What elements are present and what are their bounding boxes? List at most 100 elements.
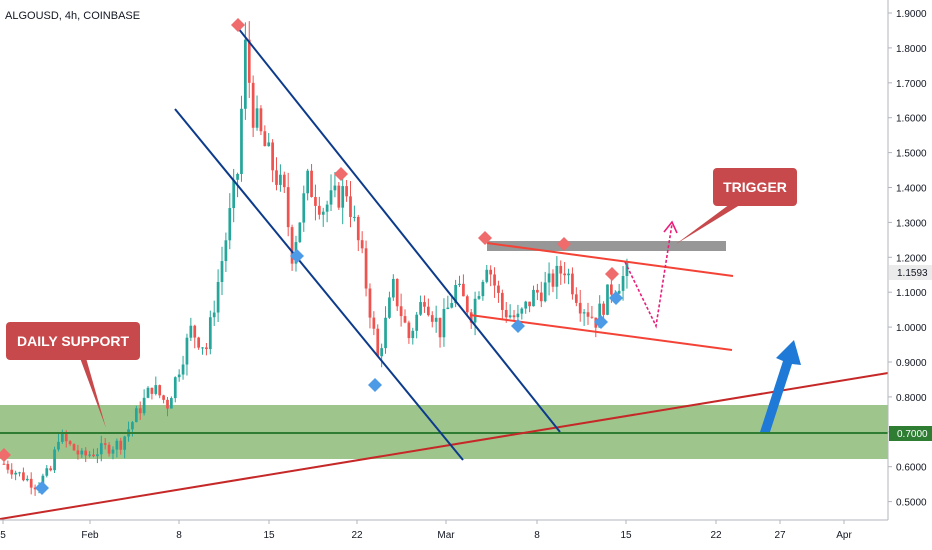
candle-body [240,108,243,174]
candle-body [415,314,419,331]
low-marker [35,481,49,495]
candle-body [520,308,524,314]
chart-title: ALGOUSD, 4h, COINBASE [5,10,140,22]
candle-body [14,472,17,475]
candle-body [430,315,434,322]
candle-body [497,285,500,293]
candle-body [555,265,559,287]
low-marker [368,378,382,392]
candle-body [384,317,387,349]
candle-body [29,478,33,488]
candle-body [602,303,605,315]
candle-body [559,265,563,274]
candle-body [216,281,220,313]
candle-body [582,312,586,314]
candle-body [224,240,228,262]
candle-body [243,39,247,109]
y-tick-label: 1.4000 [896,184,927,195]
candle-body [111,449,115,454]
candle-body [259,108,263,132]
trigger-label: TRIGGER [723,179,787,195]
candle-body [489,269,493,275]
candle-body [64,433,68,442]
candle-body [617,290,621,294]
candle-body [356,216,360,241]
support-price-tag: 0.7000 [889,426,932,441]
x-tick-label: Apr [836,530,852,541]
candle-body [458,283,461,286]
candle-body [189,325,193,338]
candle-body [532,289,535,307]
candle-body [45,468,49,476]
candle-body [255,108,259,128]
candle-body [610,284,613,295]
candle-body [41,475,45,486]
candle-body [376,328,380,357]
x-tick-label: 27 [774,530,786,541]
candle-body [485,269,489,282]
candle-body [96,454,99,457]
y-axis-ticks: 1.9000 1.8000 1.7000 1.6000 1.5000 1.4000 1.30… [888,9,927,509]
candle-body [578,302,582,314]
current-price-tag: 1.1593 [889,265,932,280]
high-marker [0,448,11,462]
candle-body [508,315,512,318]
candle-body [504,309,508,318]
candle-body [454,285,457,304]
candle-body [317,205,321,215]
candle-body [146,387,150,398]
candle-body [220,261,224,282]
y-tick-label: 0.8000 [896,393,927,404]
candle-body [267,142,271,147]
candle-body [92,454,95,457]
candle-body [391,278,395,298]
candle-body [158,385,162,396]
candle-body [368,288,372,318]
candle-body [477,296,481,299]
projected-path-arrowhead [663,220,678,234]
candle-body [107,444,111,454]
rising-trendline [0,372,889,520]
candle-body [427,306,430,316]
candle-body [411,330,415,339]
y-tick-label: 1.7000 [896,79,927,90]
high-marker [605,267,619,281]
candle-body [528,301,531,307]
candle-body [2,463,6,465]
x-tick-label: Mar [437,530,455,541]
candle-body [115,440,119,450]
y-tick-label: 1.6000 [896,114,927,125]
x-tick-label: Feb [81,530,99,541]
candle-body [154,385,158,394]
candle-body [438,317,442,338]
x-tick-label: 8 [534,530,540,541]
resistance-zone [487,241,726,251]
projected-path [624,223,673,329]
candle-body [345,186,348,197]
candle-body [407,322,411,339]
candle-body [84,450,88,456]
x-tick-label: 22 [351,530,363,541]
candle-body [500,292,504,310]
candle-body [232,179,236,209]
candle-body [333,185,337,191]
candle-body [212,312,216,318]
candle-body [185,337,189,365]
candle-body [131,422,134,430]
daily-support-label: DAILY SUPPORT [17,333,129,349]
candle-body [450,303,454,308]
candle-body [201,347,204,349]
y-tick-label: 1.5000 [896,149,927,160]
y-tick-label: 1.8000 [896,44,927,55]
candle-body [60,433,64,442]
candle-body [353,216,356,218]
candle-body [99,443,103,455]
candle-body [57,441,60,450]
high-marker [231,18,245,32]
high-marker [557,237,571,251]
candle-body [543,282,547,302]
candle-body [349,196,352,217]
candle-body [590,316,594,318]
candle-body [306,170,310,194]
